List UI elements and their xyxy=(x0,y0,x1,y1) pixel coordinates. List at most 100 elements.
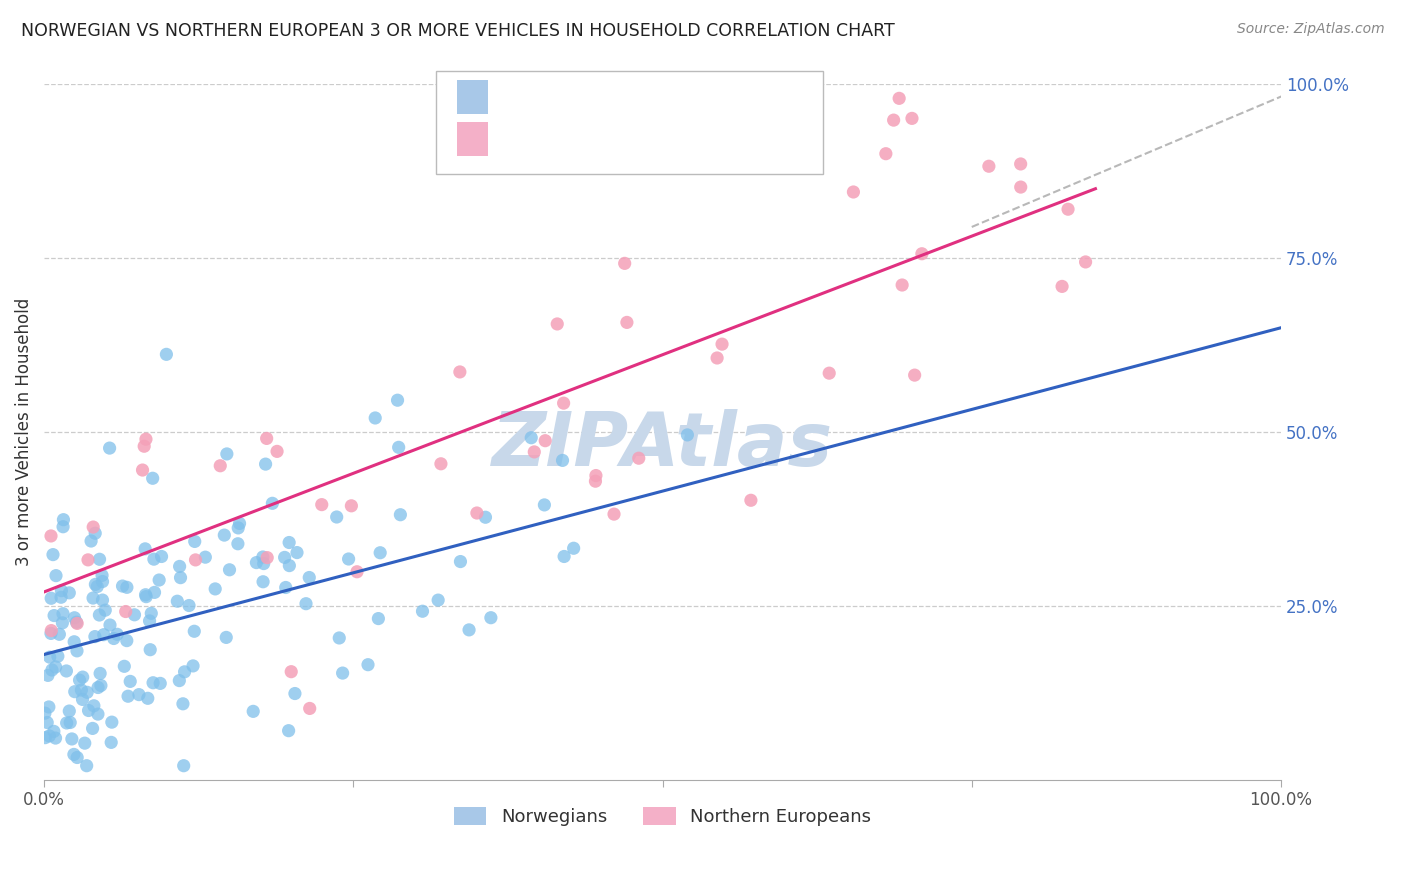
Point xyxy=(1010,157,1032,171)
Point xyxy=(218,563,240,577)
Point xyxy=(266,444,288,458)
Point xyxy=(904,368,927,383)
Point xyxy=(430,457,453,471)
Point xyxy=(173,758,195,772)
Point xyxy=(387,393,409,408)
Point xyxy=(740,493,762,508)
Point xyxy=(183,624,205,639)
Point xyxy=(479,610,502,624)
Text: ZIPAtlas: ZIPAtlas xyxy=(492,409,834,483)
Point xyxy=(83,630,105,644)
Point xyxy=(135,590,157,604)
Point xyxy=(172,697,194,711)
Point xyxy=(311,498,333,512)
Point xyxy=(115,633,138,648)
Point xyxy=(367,611,389,625)
Point xyxy=(89,666,111,681)
Point xyxy=(141,607,163,621)
Point xyxy=(173,665,195,679)
Point xyxy=(553,549,575,564)
Point xyxy=(337,552,360,566)
Point xyxy=(98,441,121,455)
Point xyxy=(42,608,65,623)
Point xyxy=(328,631,350,645)
Point xyxy=(1010,180,1032,194)
Point xyxy=(105,627,128,641)
Point xyxy=(135,432,157,446)
Point xyxy=(42,724,65,739)
Point xyxy=(627,451,650,466)
Point xyxy=(215,631,238,645)
Text: N =: N = xyxy=(600,87,640,105)
Point xyxy=(169,673,191,688)
Point xyxy=(553,396,575,410)
Point xyxy=(52,607,75,621)
Point xyxy=(298,570,321,584)
Point xyxy=(226,537,249,551)
Point xyxy=(51,583,73,598)
Point xyxy=(70,683,93,698)
Text: R =: R = xyxy=(499,129,538,147)
Point xyxy=(411,604,433,618)
Point xyxy=(46,649,69,664)
Point xyxy=(184,534,207,549)
Point xyxy=(1057,202,1080,217)
Point xyxy=(357,657,380,672)
Point xyxy=(228,516,250,531)
Point xyxy=(214,528,236,542)
Point xyxy=(83,698,105,713)
Point xyxy=(66,644,89,658)
Point xyxy=(278,535,301,549)
Point xyxy=(89,552,111,566)
Point xyxy=(65,615,87,630)
Point xyxy=(616,315,638,329)
Point xyxy=(520,431,543,445)
Point xyxy=(889,91,911,105)
Point xyxy=(38,729,60,743)
Point xyxy=(59,715,82,730)
Point xyxy=(1074,255,1097,269)
Point xyxy=(34,731,56,745)
Point xyxy=(82,520,104,534)
Point xyxy=(242,704,264,718)
Point xyxy=(44,731,66,745)
Text: 0.525: 0.525 xyxy=(538,128,600,148)
Point xyxy=(169,571,191,585)
Point xyxy=(284,687,307,701)
Point xyxy=(818,366,841,380)
Point xyxy=(37,715,59,730)
Point xyxy=(112,659,135,673)
Point xyxy=(262,496,284,510)
Point xyxy=(368,546,391,560)
Point xyxy=(93,628,115,642)
Point xyxy=(138,614,160,628)
Point xyxy=(676,428,699,442)
Point xyxy=(332,666,354,681)
Point xyxy=(63,634,86,648)
Point xyxy=(135,588,157,602)
Point xyxy=(34,706,56,720)
Point xyxy=(427,593,450,607)
Point xyxy=(142,675,165,690)
Point xyxy=(280,665,302,679)
Point xyxy=(84,526,107,541)
Point xyxy=(209,458,232,473)
Point xyxy=(111,579,134,593)
Point xyxy=(1050,279,1073,293)
Point xyxy=(253,557,276,571)
Text: Source: ZipAtlas.com: Source: ZipAtlas.com xyxy=(1237,22,1385,37)
Point xyxy=(883,113,905,128)
Point xyxy=(169,559,191,574)
Point xyxy=(458,623,481,637)
Point xyxy=(150,549,173,564)
Point xyxy=(94,603,117,617)
Point xyxy=(55,716,77,731)
Point xyxy=(91,593,114,607)
Point xyxy=(72,670,94,684)
Point xyxy=(977,159,1000,173)
Point xyxy=(42,548,65,562)
Point xyxy=(148,573,170,587)
Point xyxy=(139,642,162,657)
Point xyxy=(58,586,80,600)
Point xyxy=(388,441,411,455)
